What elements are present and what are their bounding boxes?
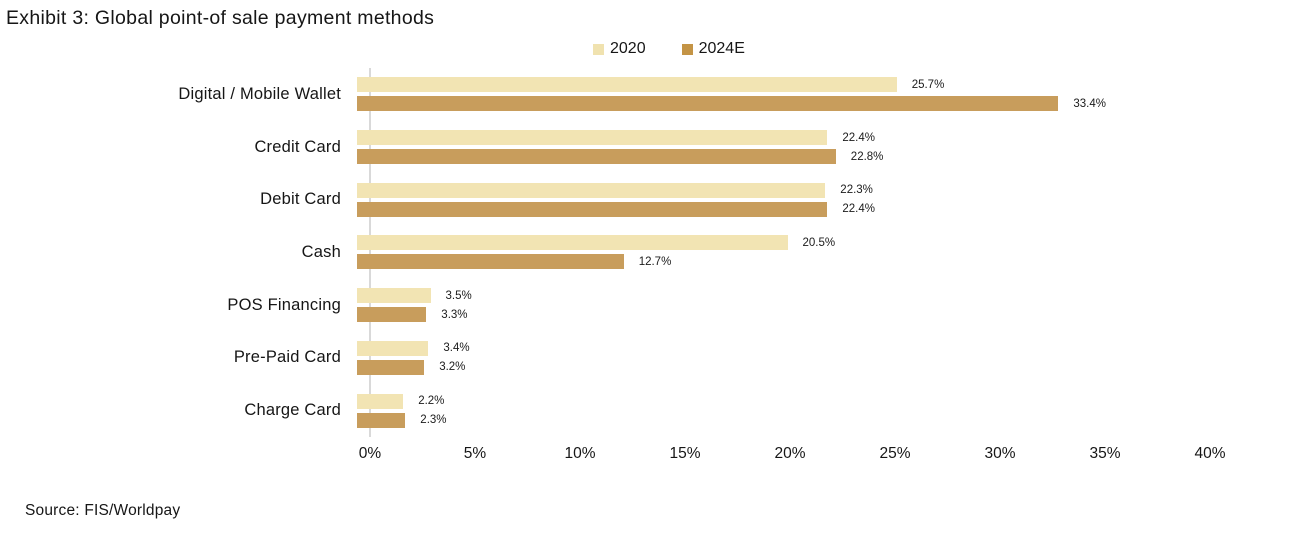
value-label: 3.4% — [443, 342, 470, 355]
bar-2024e — [357, 149, 836, 165]
x-tick-label: 10% — [564, 445, 596, 462]
legend-swatch-2020 — [593, 43, 604, 55]
x-axis: 0% 5% 10% 15% 20% 25% 30% 35% 40% — [359, 445, 1226, 467]
x-tick-label: 35% — [1089, 445, 1121, 462]
chart-row: Pre-Paid Card 3.4% 3.2% — [0, 332, 1290, 385]
value-label: 3.3% — [441, 308, 468, 321]
bar-line: 3.3% — [357, 307, 1290, 323]
bar-2020 — [357, 182, 826, 198]
legend-item-2020: 2020 — [593, 40, 646, 58]
bar-2024e — [357, 307, 427, 323]
chart-row: POS Financing 3.5% 3.3% — [0, 279, 1290, 332]
value-label: 3.2% — [439, 361, 466, 374]
chart-row: Charge Card 2.2% 2.3% — [0, 384, 1290, 437]
plot-area: Digital / Mobile Wallet 25.7% 33.4% Credit … — [0, 68, 1290, 437]
x-tick-label: 5% — [463, 445, 487, 462]
bar-line: 12.7% — [357, 254, 1290, 270]
bar-group: 25.7% 33.4% — [357, 77, 1290, 112]
chart-row: Debit Card 22.3% 22.4% — [0, 173, 1290, 226]
legend-swatch-2024e — [681, 43, 693, 55]
chart-title: Exhibit 3: Global point-of sale payment … — [6, 7, 435, 29]
bar-2024e — [357, 254, 624, 270]
bar-group: 22.3% 22.4% — [357, 182, 1290, 217]
bar-line: 3.4% — [357, 340, 1290, 356]
bar-2020 — [357, 77, 897, 93]
chart-row: Cash 20.5% 12.7% — [0, 226, 1290, 279]
bar-group: 20.5% 12.7% — [357, 235, 1290, 270]
bar-line: 3.5% — [357, 288, 1290, 304]
value-label: 2.2% — [418, 395, 445, 408]
category-label: Digital / Mobile Wallet — [178, 84, 341, 103]
bar-line: 25.7% — [357, 77, 1290, 93]
chart-rows: Digital / Mobile Wallet 25.7% 33.4% Credit … — [0, 68, 1290, 437]
bar-2024e — [357, 96, 1059, 112]
value-label: 22.4% — [842, 131, 875, 144]
category-label: Credit Card — [254, 137, 341, 156]
legend-label-2024e: 2024E — [698, 40, 745, 57]
bar-2020 — [357, 340, 429, 356]
chart-row: Credit Card 22.4% 22.8% — [0, 121, 1290, 174]
legend-item-2024e: 2024E — [681, 40, 745, 58]
legend: 2020 2024E — [593, 40, 745, 58]
bar-line: 2.3% — [357, 412, 1290, 428]
y-axis-line — [369, 68, 371, 437]
value-label: 22.3% — [840, 184, 873, 197]
bar-line: 2.2% — [357, 393, 1290, 409]
bar-line: 22.4% — [357, 130, 1290, 146]
bar-line: 33.4% — [357, 96, 1290, 112]
value-label: 20.5% — [802, 236, 836, 249]
x-tick-label: 30% — [984, 445, 1016, 462]
legend-label-2020: 2020 — [610, 40, 646, 57]
x-tick-label: 0% — [358, 445, 382, 462]
bar-group: 2.2% 2.3% — [357, 393, 1290, 428]
value-label: 3.5% — [445, 289, 472, 302]
source-note: Source: FIS/Worldpay — [25, 502, 181, 519]
x-tick-label: 15% — [669, 445, 701, 462]
x-tick-label: 20% — [774, 445, 806, 462]
category-label: POS Financing — [227, 295, 341, 314]
category-label: Charge Card — [244, 401, 341, 420]
x-tick-label: 40% — [1194, 445, 1226, 462]
bar-line: 22.4% — [357, 201, 1290, 217]
category-label: Cash — [301, 242, 341, 261]
bar-line: 20.5% — [357, 235, 1290, 251]
value-label: 2.3% — [420, 414, 447, 427]
bar-2024e — [357, 201, 828, 217]
x-tick-label: 25% — [879, 445, 911, 462]
bar-2020 — [357, 393, 404, 409]
chart-row: Digital / Mobile Wallet 25.7% 33.4% — [0, 68, 1290, 121]
value-label: 25.7% — [911, 78, 945, 91]
bar-line: 22.8% — [357, 149, 1290, 165]
bar-line: 22.3% — [357, 182, 1290, 198]
bar-line: 3.2% — [357, 359, 1290, 375]
value-label: 33.4% — [1073, 97, 1106, 110]
bar-2024e — [357, 412, 406, 428]
bar-group: 3.5% 3.3% — [357, 288, 1290, 323]
category-label: Pre-Paid Card — [233, 348, 341, 367]
bar-group: 3.4% 3.2% — [357, 340, 1290, 375]
bar-2020 — [357, 130, 828, 146]
value-label: 22.8% — [850, 150, 884, 163]
category-label: Debit Card — [260, 190, 341, 209]
value-label: 12.7% — [638, 255, 672, 268]
value-label: 22.4% — [842, 203, 875, 216]
bar-group: 22.4% 22.8% — [357, 130, 1290, 165]
bar-2020 — [357, 235, 788, 251]
bar-2020 — [357, 288, 431, 304]
bar-2024e — [357, 359, 425, 375]
